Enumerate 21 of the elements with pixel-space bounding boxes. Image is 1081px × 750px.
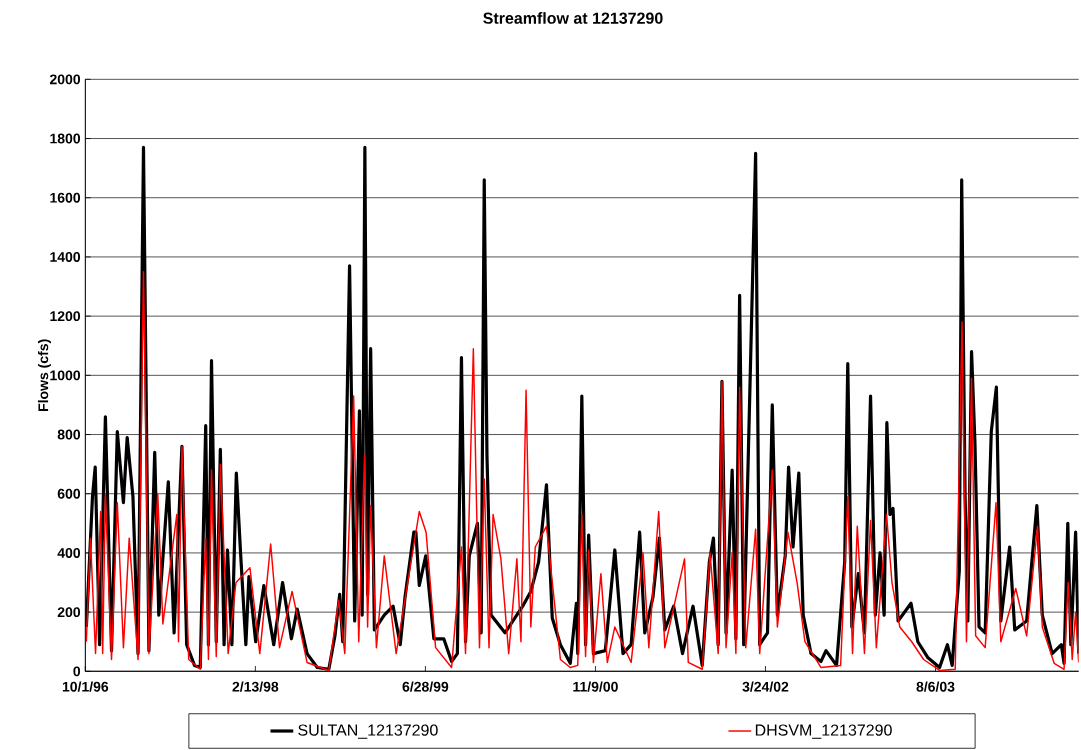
x-tick-label: 6/28/99 bbox=[402, 681, 449, 692]
y-tick-label: 1800 bbox=[50, 133, 81, 144]
y-tick-label: 200 bbox=[57, 607, 81, 618]
x-tick-label: 3/24/02 bbox=[742, 681, 789, 692]
y-tick-label: 2000 bbox=[49, 74, 81, 85]
chart-title: Streamflow at 12137290 bbox=[483, 12, 663, 24]
y-tick-label: 0 bbox=[73, 666, 81, 677]
x-tick-label: 2/13/98 bbox=[232, 681, 279, 692]
legend-label: DHSVM_12137290 bbox=[755, 724, 892, 739]
y-tick-label: 1400 bbox=[50, 251, 81, 262]
x-tick-label: 8/6/03 bbox=[916, 681, 955, 692]
y-tick-label: 1000 bbox=[50, 370, 81, 381]
legend-label: SULTAN_12137290 bbox=[298, 724, 438, 739]
y-tick-label: 400 bbox=[57, 547, 81, 558]
y-tick-label: 1600 bbox=[50, 192, 81, 203]
y-tick-label: 800 bbox=[57, 429, 81, 440]
y-tick-label: 600 bbox=[57, 488, 81, 499]
x-tick-label: 10/1/96 bbox=[62, 681, 109, 692]
y-axis-title: Flows (cfs) bbox=[37, 339, 51, 411]
y-tick-label: 1200 bbox=[50, 311, 81, 322]
x-tick-label: 11/9/00 bbox=[573, 681, 618, 692]
